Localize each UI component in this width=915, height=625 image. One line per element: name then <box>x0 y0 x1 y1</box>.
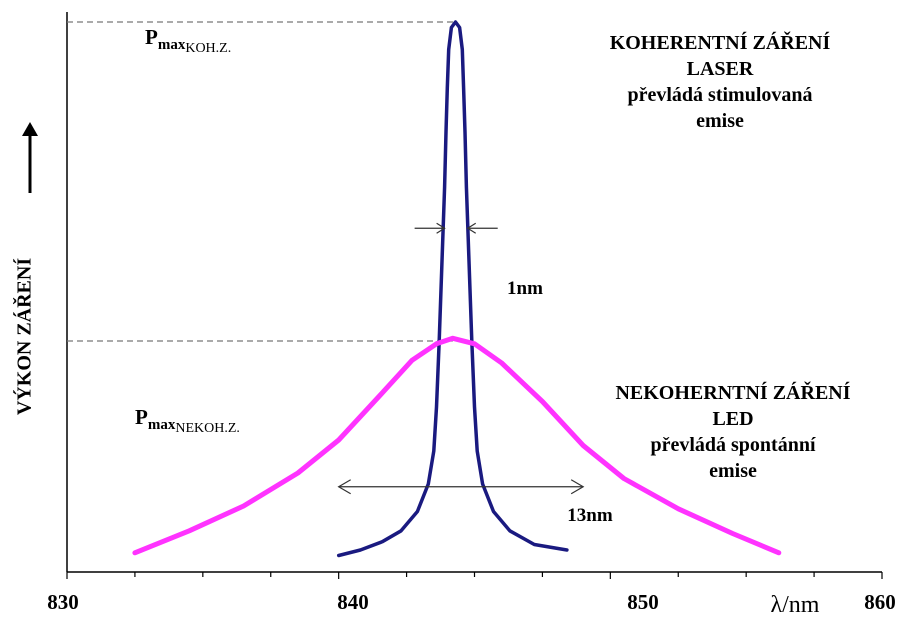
x-tick-label: 830 <box>47 590 79 614</box>
led-desc-line: NEKOHERNTNÍ ZÁŘENÍ <box>615 382 851 404</box>
width-arrows <box>337 222 585 495</box>
series-group <box>132 20 782 558</box>
laser-width-arrowhead-left <box>436 222 446 234</box>
led-width-arrowhead-left <box>337 479 351 495</box>
laser-series-line <box>336 20 569 558</box>
x-tick-label: 860 <box>864 590 896 614</box>
pmax-koh-label: PmaxKOH.Z. <box>145 25 232 56</box>
laser-width-arrowhead-right <box>466 222 477 234</box>
led-width-label: 13nm <box>567 505 613 526</box>
led-series-line <box>132 335 782 556</box>
laser-width-label: 1nm <box>507 278 543 299</box>
led-description: NEKOHERNTNÍ ZÁŘENÍ LED převládá spontánn… <box>578 380 888 484</box>
y-axis-label: VÝKON ZÁŘENÍ <box>13 257 36 416</box>
guide-lines <box>67 21 456 342</box>
laser-desc-line: emise <box>696 110 744 132</box>
laser-desc-line: KOHERENTNÍ ZÁŘENÍ <box>609 32 831 54</box>
laser-desc-line: LASER <box>686 58 754 80</box>
led-desc-line: emise <box>709 460 757 482</box>
led-desc-line: LED <box>712 408 754 430</box>
laser-desc-line: převládá stimulovaná <box>627 84 813 106</box>
x-tick-label: 840 <box>337 590 369 614</box>
axes <box>66 12 883 579</box>
x-axis-label: λ/nm <box>770 592 820 618</box>
pmax-nekoh-label: PmaxNEKOH.Z. <box>135 405 240 436</box>
y-arrow-icon <box>20 120 40 195</box>
led-width-arrowhead-right <box>570 479 585 495</box>
laser-description: KOHERENTNÍ ZÁŘENÍ LASER převládá stimulo… <box>570 30 870 134</box>
led-desc-line: převládá spontánní <box>650 434 816 456</box>
x-tick-label: 850 <box>627 590 659 614</box>
